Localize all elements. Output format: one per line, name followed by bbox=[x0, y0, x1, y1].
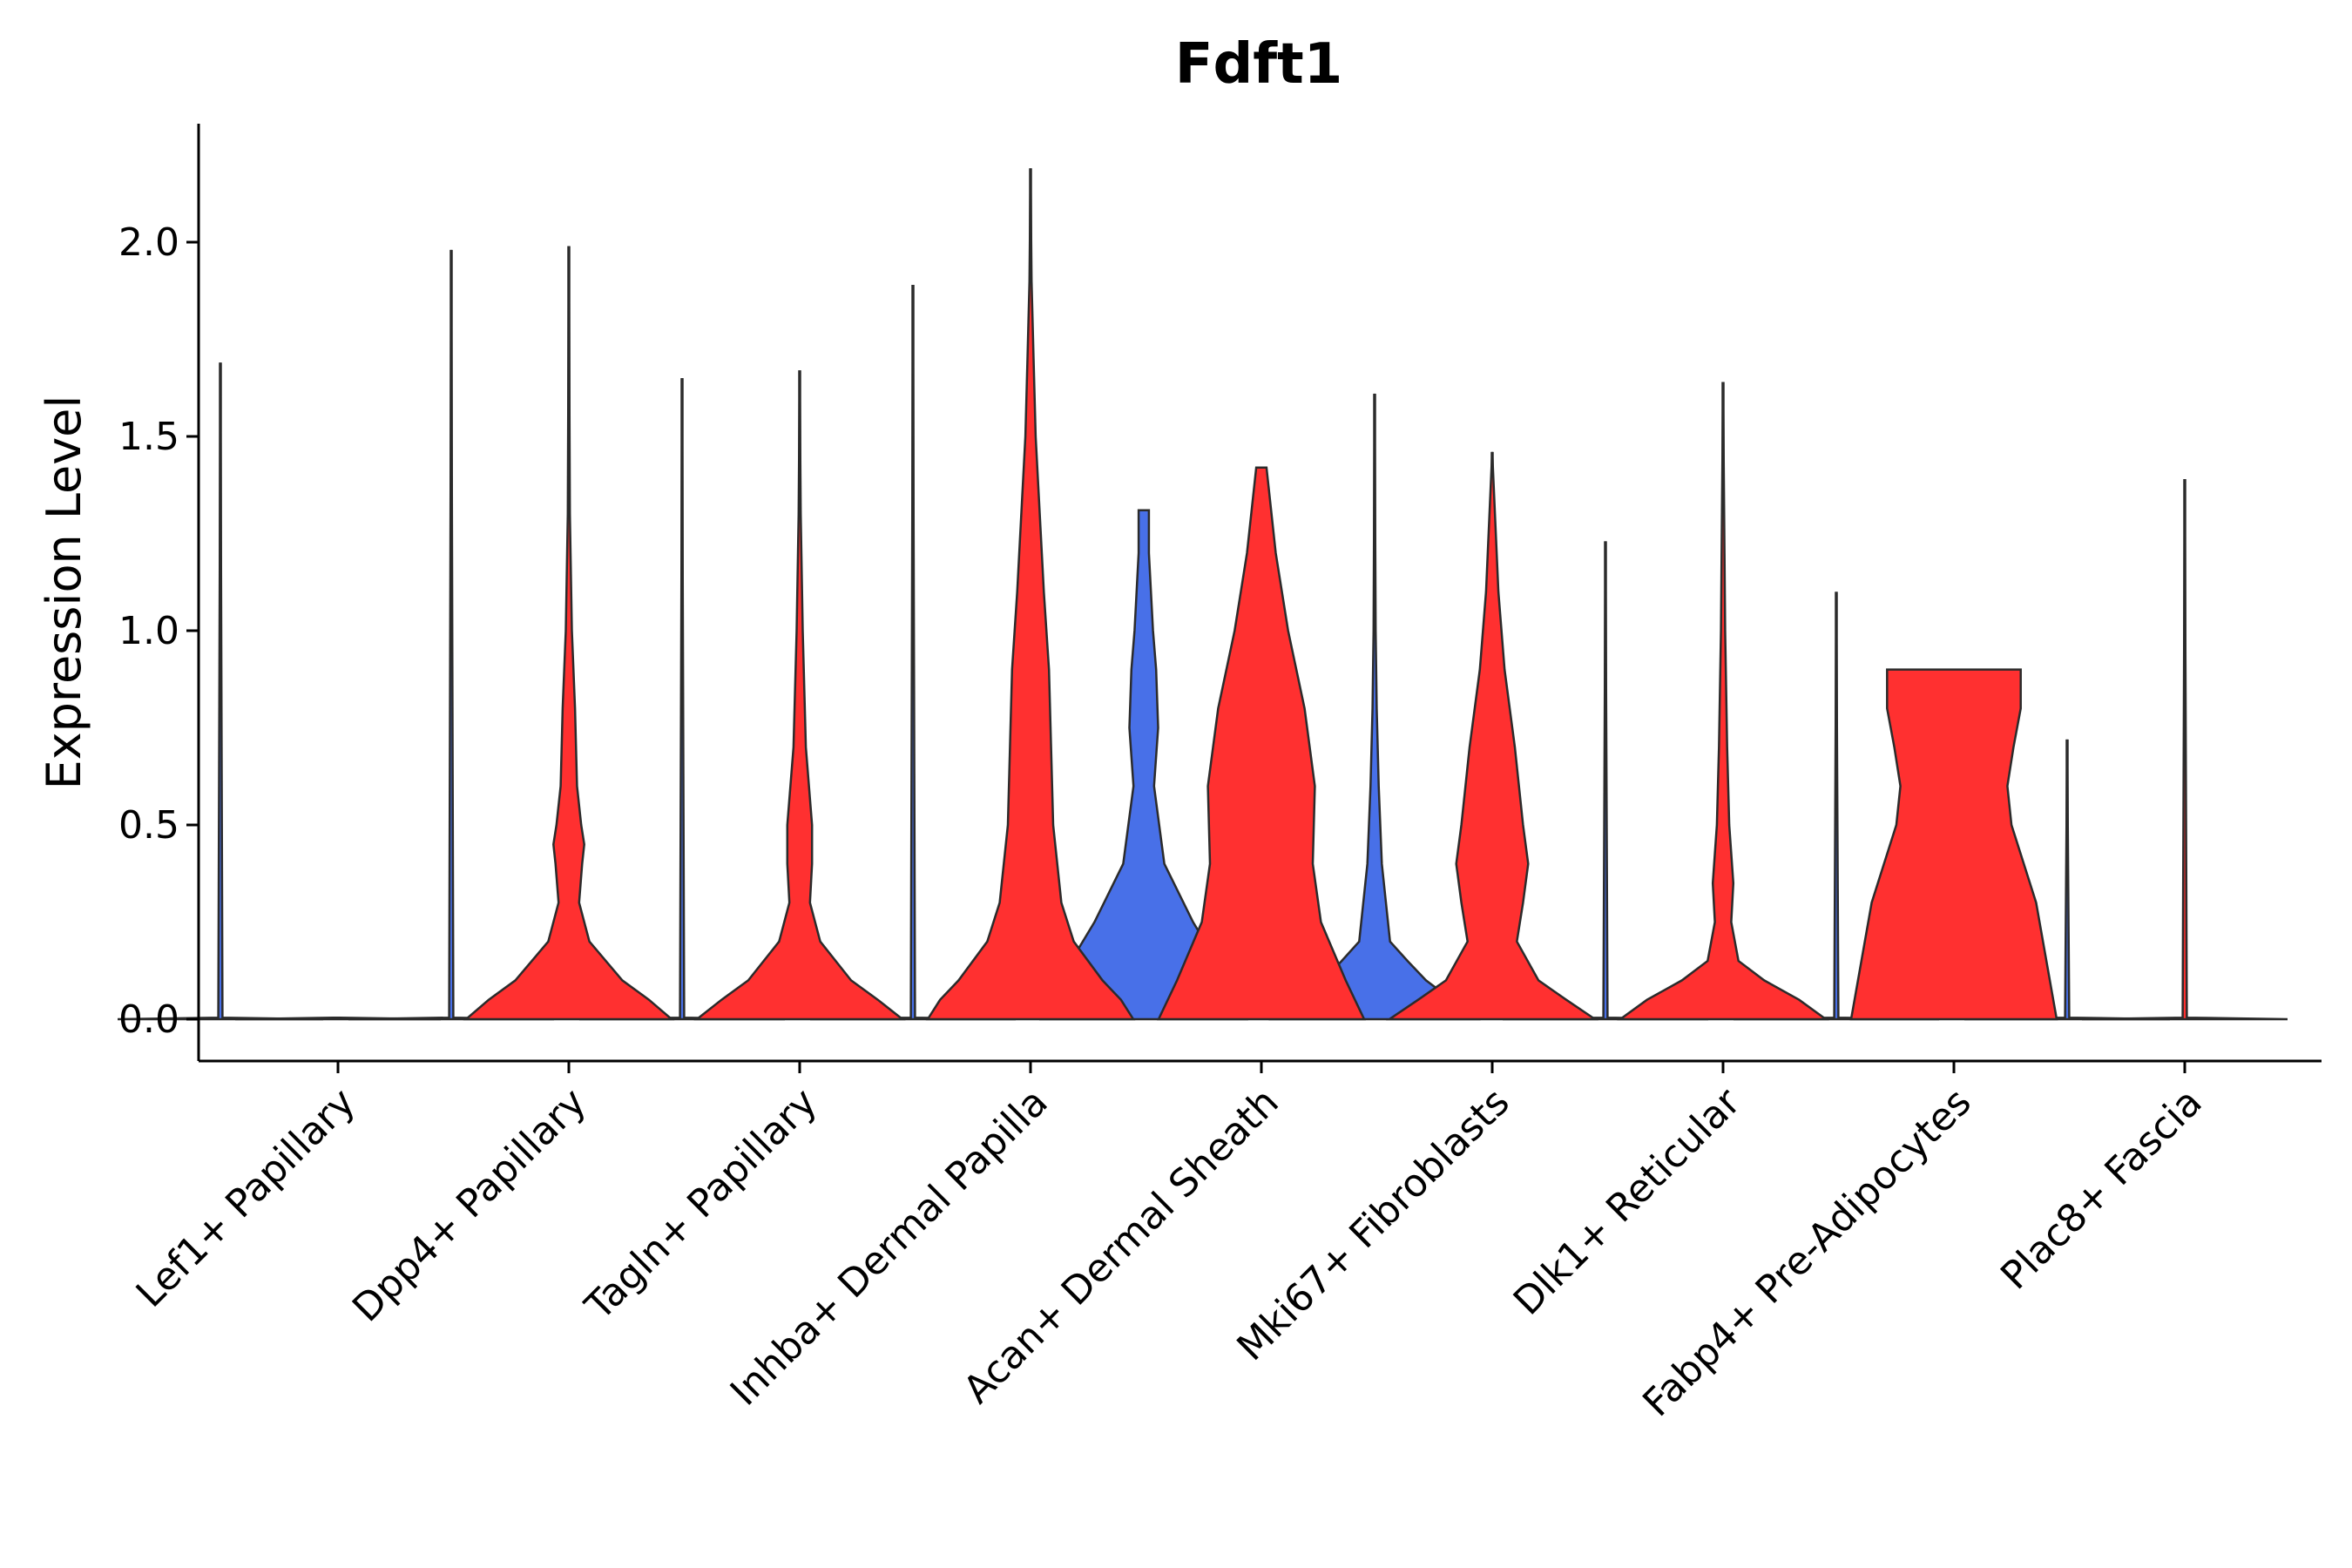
y-axis-ticks: 0.0 0.5 1.0 1.5 2.0 bbox=[118, 220, 199, 1042]
violin-group_a bbox=[348, 249, 555, 1021]
violin-group_b bbox=[1385, 451, 1599, 1021]
violin-group_b bbox=[463, 246, 675, 1021]
violin-group_a bbox=[1039, 509, 1248, 1021]
violin-group_a bbox=[809, 285, 1017, 1021]
violin-group_a bbox=[117, 362, 324, 1021]
y-tick-label: 1.0 bbox=[118, 609, 179, 653]
x-tick-label: Lef1+ Papillary bbox=[128, 1080, 364, 1316]
violin-group_b bbox=[2081, 479, 2288, 1021]
violin-group_b bbox=[693, 370, 906, 1021]
violin-group_b bbox=[925, 168, 1136, 1021]
violin-group_a bbox=[1502, 541, 1709, 1021]
violin-group_b bbox=[234, 1016, 442, 1021]
violin-group_b bbox=[1157, 466, 1366, 1021]
violin-group_b bbox=[1849, 668, 2058, 1021]
violin-group_a bbox=[578, 378, 786, 1021]
y-tick-label: 1.5 bbox=[118, 415, 179, 459]
x-tick-label: Plac8+ Fascia bbox=[1992, 1080, 2211, 1299]
y-tick-label: 0.5 bbox=[118, 803, 179, 848]
x-tick-label: Dlk1+ Reticular bbox=[1505, 1079, 1750, 1324]
y-tick-label: 0.0 bbox=[118, 997, 179, 1042]
violin-group_b bbox=[1617, 382, 1829, 1021]
y-tick-label: 2.0 bbox=[118, 220, 179, 265]
y-axis-label: Expression Level bbox=[37, 395, 91, 790]
violin-layer bbox=[117, 168, 2288, 1021]
x-tick-label: Tagln+ Papillary bbox=[577, 1080, 826, 1329]
chart-title: Fdft1 bbox=[1175, 32, 1343, 97]
x-tick-label: Dpp4+ Papillary bbox=[344, 1080, 595, 1331]
